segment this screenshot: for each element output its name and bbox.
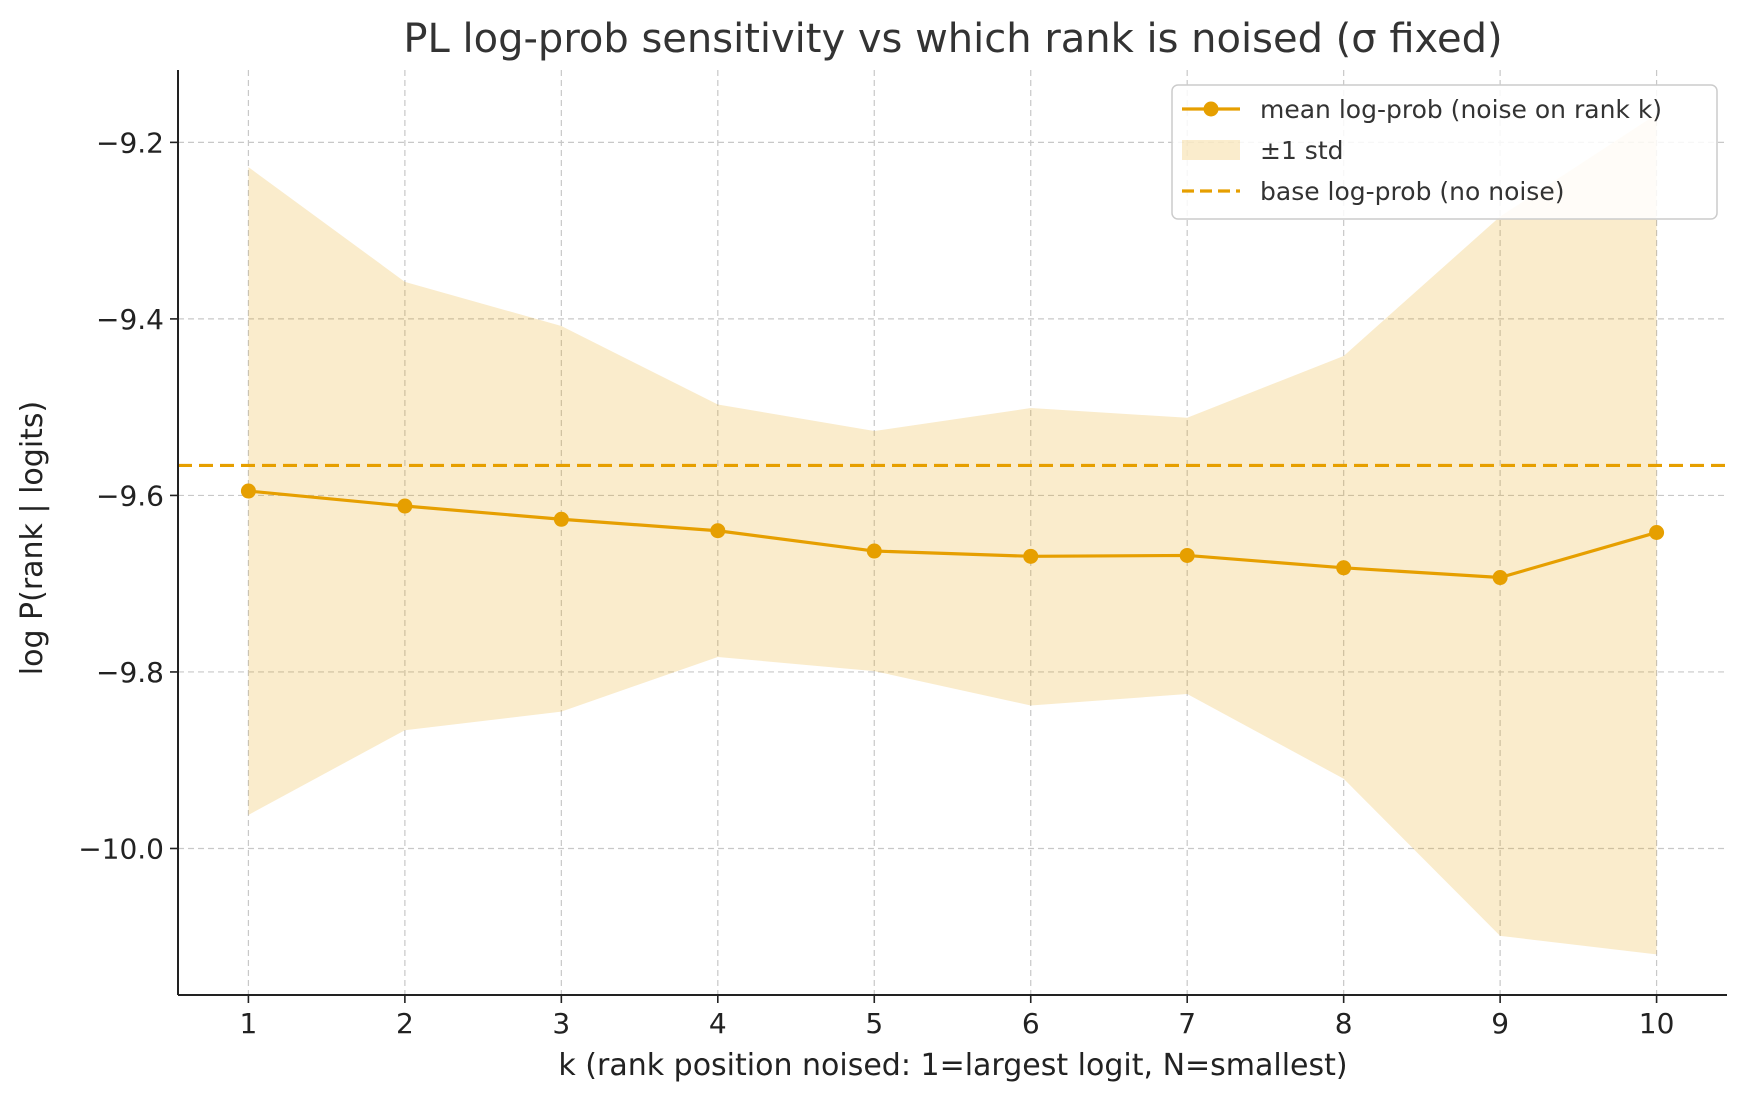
mean-logprob-point xyxy=(397,498,413,514)
x-tick-label: 9 xyxy=(1491,1007,1509,1040)
y-tick-label: −9.6 xyxy=(96,479,164,512)
mean-logprob-point xyxy=(710,523,726,539)
x-tick-label: 4 xyxy=(709,1007,727,1040)
mean-logprob-point xyxy=(1336,560,1352,576)
x-tick-label: 1 xyxy=(239,1007,257,1040)
mean-logprob-point xyxy=(553,511,569,527)
mean-logprob-point xyxy=(1649,525,1665,540)
mean-logprob-point xyxy=(1023,548,1039,564)
x-tick-label: 10 xyxy=(1639,1007,1675,1040)
y-axis-label: log P(rank | logits) xyxy=(15,401,50,676)
legend: mean log-prob (noise on rank k) ±1 std bas… xyxy=(1171,84,1718,220)
plot-area: 1 2 3 4 5 6 7 8 9 10 −9.2 −9.4 −9.6 −9.8 −10.0 mean log… xyxy=(78,70,1727,1040)
chart-title: PL log-prob sensitivity vs which rank is… xyxy=(403,16,1502,62)
legend-label-base: base log-prob (no noise) xyxy=(1260,177,1564,206)
x-tick-label: 2 xyxy=(396,1007,414,1040)
legend-box xyxy=(1171,84,1718,220)
mean-logprob-line xyxy=(248,489,1658,580)
x-tick-label: 3 xyxy=(552,1007,570,1040)
legend-swatch-band xyxy=(1182,140,1240,160)
mean-logprob-point xyxy=(1492,570,1508,586)
x-tick-label: 6 xyxy=(1022,1007,1040,1040)
mean-logprob-point xyxy=(240,483,256,499)
x-tick-label: 7 xyxy=(1178,1007,1196,1040)
mean-logprob-point xyxy=(1179,547,1195,563)
x-tick-label: 8 xyxy=(1335,1007,1353,1040)
legend-label-band: ±1 std xyxy=(1260,136,1344,165)
legend-marker-mean xyxy=(1203,101,1219,117)
std-band xyxy=(248,114,1657,955)
y-tick-label: −9.2 xyxy=(96,126,164,159)
legend-label-mean: mean log-prob (noise on rank k) xyxy=(1260,95,1662,124)
x-tick-label: 5 xyxy=(865,1007,883,1040)
mean-logprob-point xyxy=(866,543,882,559)
y-tick-label: −9.4 xyxy=(96,303,164,336)
x-axis-label: k (rank position noised: 1=largest logit… xyxy=(558,1048,1347,1083)
y-tick-label: −9.8 xyxy=(96,656,164,689)
y-tick-label: −10.0 xyxy=(78,832,164,865)
